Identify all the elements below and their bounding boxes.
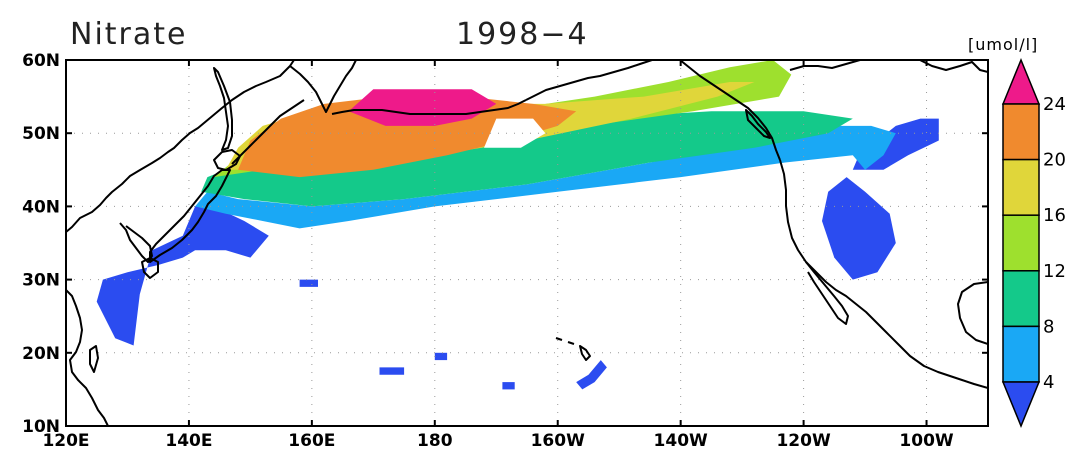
colorbar-label: 24 (1043, 94, 1066, 115)
lon-tick-label: 140W (654, 431, 708, 451)
colorbar-upper-extension (1001, 58, 1041, 105)
variable-title: Nitrate (70, 17, 187, 52)
sakhalin-coastline (213, 67, 233, 151)
taiwan-coastline (89, 345, 99, 373)
nitrate-region-level-1 (576, 360, 607, 390)
lon-tick-label: 140E (165, 431, 212, 451)
colorbar-segment (1002, 214, 1040, 272)
nitrate-region-level-3 (201, 111, 853, 207)
lon-tick-label: 160W (531, 431, 585, 451)
lat-tick-label: 40N (22, 197, 60, 217)
alaska-coastline (525, 60, 781, 161)
japan-honshu-coastline (149, 169, 231, 263)
colorbar: 4 8 12 16 20 24 (1001, 58, 1066, 428)
colorbar-segment (1002, 158, 1040, 216)
colorbar-label: 16 (1043, 205, 1066, 226)
nitrate-region-level-6 (238, 96, 577, 178)
lat-tick-label: 50N (22, 124, 60, 144)
nitrate-region-level-1 (434, 352, 448, 361)
kamchatka-coastline (289, 60, 357, 113)
graticule (66, 60, 988, 426)
vancouver-island-coastline (745, 109, 771, 139)
lon-tick-label: 180 (417, 431, 453, 451)
lon-tick-label: 160E (288, 431, 335, 451)
lon-tick-label: 100W (899, 431, 953, 451)
lon-tick-label: 120E (42, 431, 89, 451)
canada-arctic-coastline (789, 60, 988, 73)
lon-tick-label: 120W (776, 431, 830, 451)
nitrate-region-level-1 (299, 279, 318, 287)
units-label: [umol/l] (968, 35, 1038, 54)
date-title: 1998−4 (456, 17, 589, 52)
axes: 120E 140E 160E 180 160W 140W 120W 100W 10N 20N 30N… (22, 51, 988, 451)
baja-california-coastline (805, 261, 849, 325)
nitrate-region-level-1 (502, 382, 515, 390)
hokkaido-coastline (213, 149, 241, 171)
lat-tick-label: 60N (22, 51, 60, 71)
colorbar-label: 12 (1043, 261, 1066, 282)
north-america-coastline (779, 159, 988, 389)
nitrate-region-level-7 (348, 89, 497, 126)
colorbar-segment (1002, 270, 1040, 328)
kuril-islands (231, 99, 305, 165)
nitrate-region-level-1 (96, 206, 269, 346)
colorbar-lower-extension (1001, 381, 1041, 428)
lat-tick-label: 30N (22, 271, 60, 291)
lat-tick-label: 20N (22, 344, 60, 364)
colorbar-label: 4 (1043, 372, 1054, 393)
korea-coastline (119, 222, 153, 263)
japan-kyushu-coastline (141, 257, 159, 279)
aleutian-islands (331, 99, 527, 115)
nitrate-region-level-1 (379, 367, 405, 375)
colorbar-segment (1002, 103, 1040, 161)
nitrate-field-layer (96, 60, 939, 390)
coastlines (66, 60, 988, 426)
colorbar-segment (1002, 325, 1040, 383)
hawaii-islands (555, 337, 591, 361)
china-coastline (66, 289, 109, 426)
plot-area: 120E 140E 160E 180 160W 140W 120W 100W 10N 20N 30N… (22, 51, 989, 451)
gulf-of-mexico-coastline (957, 281, 988, 345)
lat-tick-label: 10N (22, 417, 60, 437)
colorbar-label: 8 (1043, 316, 1054, 337)
colorbar-label: 20 (1043, 150, 1066, 171)
nitrate-region-level-1 (822, 177, 896, 280)
asia-coastline (66, 60, 295, 233)
plot-frame (65, 59, 989, 427)
